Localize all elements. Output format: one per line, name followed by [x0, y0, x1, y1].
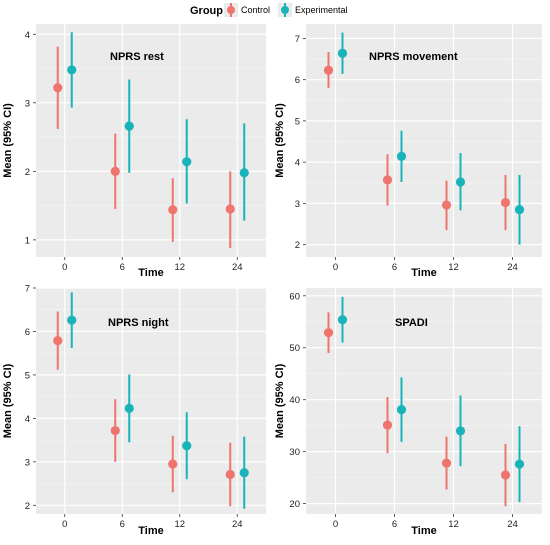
x-tick-label: 6: [120, 519, 125, 530]
point-control: [225, 204, 235, 214]
y-tick-label: 3: [25, 98, 30, 109]
panel-title: SPADI: [395, 317, 428, 329]
point-experimental: [124, 403, 134, 413]
panel-background: [306, 24, 542, 257]
point-experimental: [455, 426, 466, 436]
legend-key-dot: [227, 6, 235, 14]
point-control: [500, 470, 511, 480]
y-tick-label: 3: [25, 457, 30, 468]
y-tick-label: 6: [295, 75, 300, 86]
point-control: [168, 205, 178, 215]
x-tick-label: 6: [392, 262, 397, 273]
point-experimental: [239, 168, 249, 178]
y-tick-label: 60: [289, 291, 300, 302]
panel-title: NPRS rest: [110, 51, 164, 63]
x-tick-label: 12: [448, 262, 459, 273]
y-tick-label: 1: [25, 235, 30, 246]
y-tick-label: 4: [25, 30, 30, 41]
y-tick-label: 5: [25, 370, 30, 381]
point-control: [53, 83, 63, 93]
x-axis-title: Time: [411, 267, 436, 279]
legend-key-dot: [281, 6, 289, 14]
legend-entry-control: Control: [241, 5, 270, 15]
x-tick-label: 6: [392, 519, 397, 530]
panel-background: [36, 24, 266, 257]
y-axis-title: Mean (95% CI): [274, 103, 286, 178]
point-control: [110, 166, 120, 176]
panel-title: NPRS movement: [369, 51, 458, 63]
panel-spadi: 20 30 40 50 60 0 6 12 24 SPADI Time Mean (95% CI): [274, 288, 542, 537]
point-control: [382, 175, 393, 185]
point-control: [441, 200, 452, 210]
x-axis-title: Time: [411, 525, 436, 537]
point-experimental: [182, 157, 192, 167]
y-tick-label: 20: [289, 499, 300, 510]
point-control: [441, 458, 452, 468]
point-control: [110, 425, 120, 436]
point-experimental: [239, 468, 249, 478]
y-tick-label: 2: [25, 167, 30, 178]
point-control: [382, 420, 393, 430]
y-axis-title: Mean (95% CI): [274, 363, 286, 438]
y-tick-label: 7: [25, 284, 30, 295]
y-tick-label: 6: [25, 327, 30, 338]
point-experimental: [182, 441, 192, 451]
x-tick-label: 24: [232, 519, 243, 530]
x-tick-label: 0: [62, 519, 67, 530]
point-experimental: [337, 48, 348, 58]
point-experimental: [124, 121, 134, 131]
x-axis-title: Time: [138, 267, 163, 279]
point-experimental: [514, 459, 525, 469]
point-control: [225, 469, 235, 480]
x-tick-label: 12: [174, 262, 185, 273]
y-tick-label: 7: [295, 34, 300, 45]
y-tick-label: 30: [289, 447, 300, 458]
point-experimental: [455, 177, 466, 187]
x-tick-label: 0: [62, 262, 67, 273]
point-experimental: [396, 151, 407, 161]
x-tick-label: 12: [174, 519, 185, 530]
x-axis-title: Time: [138, 525, 163, 537]
x-tick-label: 0: [333, 519, 338, 530]
point-experimental: [67, 315, 77, 325]
y-tick-label: 2: [25, 501, 30, 512]
y-tick-label: 4: [295, 158, 300, 169]
legend-entry-experimental: Experimental: [295, 5, 348, 15]
y-tick-label: 40: [289, 395, 300, 406]
point-experimental: [514, 204, 525, 215]
y-tick-label: 4: [25, 414, 30, 425]
x-tick-label: 24: [507, 262, 518, 273]
x-tick-label: 6: [120, 262, 125, 273]
y-tick-label: 50: [289, 343, 300, 354]
panel-nprs-night: 2 3 4 5 6 7 0 6 12 24 NPRS night Time Mean (95% CI): [2, 284, 266, 537]
point-control: [53, 335, 63, 346]
legend-title: Group: [190, 5, 223, 17]
x-tick-label: 12: [448, 519, 459, 530]
point-experimental: [67, 65, 77, 75]
point-experimental: [396, 404, 407, 415]
x-tick-label: 24: [507, 519, 518, 530]
point-experimental: [337, 315, 348, 325]
y-axis-title: Mean (95% CI): [2, 363, 14, 438]
panel-nprs-movement: 2 3 4 5 6 7 0 6 12 24 NPRS movement Time Mean (95% C…: [274, 24, 542, 279]
legend: Group Control Experimental: [190, 3, 348, 17]
x-tick-label: 24: [232, 262, 243, 273]
y-tick-label: 3: [295, 199, 300, 210]
point-control: [500, 197, 511, 208]
point-control: [168, 459, 178, 469]
point-control: [323, 328, 334, 338]
y-tick-label: 5: [295, 116, 300, 127]
panel-title: NPRS night: [108, 317, 169, 329]
x-tick-label: 0: [333, 262, 338, 273]
y-axis-title: Mean (95% CI): [2, 103, 14, 178]
point-control: [323, 65, 334, 75]
y-tick-label: 2: [295, 240, 300, 251]
